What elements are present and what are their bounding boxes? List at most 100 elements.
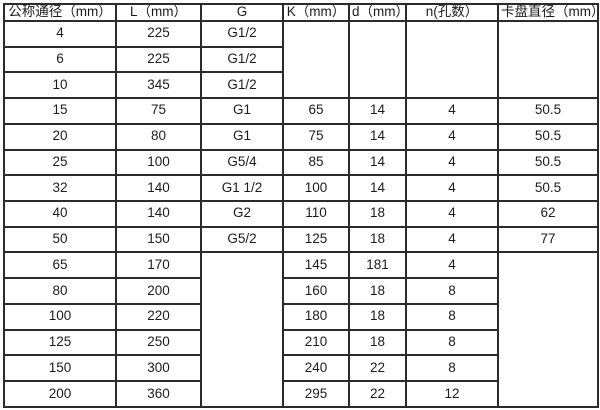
table-cell: 170 (115, 251, 202, 280)
table-cell: 75 (282, 122, 350, 151)
col-header-hole-count-n: n(孔数） (405, 3, 499, 22)
col-header-chuck-diameter: 卡盘直径（mm） (497, 3, 599, 22)
table-cell (497, 251, 599, 408)
table-row: 100 220 180 18 8 (3, 302, 598, 331)
table-cell: 181 (348, 251, 407, 280)
table-cell: G5/4 (200, 148, 284, 177)
table-row: 4 225 G1/2 (3, 19, 599, 100)
table-cell: 40 (3, 199, 117, 228)
table-cell: 50 (3, 225, 117, 254)
table-cell: 18 (348, 328, 407, 357)
table-cell: 210 (282, 328, 350, 357)
table-cell: 160 (282, 277, 350, 305)
table-cell: 10 (3, 71, 117, 100)
table-cell: 85 (282, 148, 350, 177)
table-cell: 110 (282, 199, 350, 228)
table-cell: G1 (200, 97, 284, 125)
table-cell: 8 (405, 277, 499, 305)
table-cell: 100 (282, 174, 350, 202)
table-cell: 75 (115, 97, 202, 125)
table-cell: G1 1/2 (200, 174, 284, 202)
table-row: 50 150 G5/2 125 18 4 77 (3, 225, 599, 254)
table-cell: 220 (115, 302, 202, 331)
table-cell: 360 (115, 380, 202, 408)
table-cell: 140 (115, 174, 202, 202)
table-cell: 65 (3, 251, 117, 280)
table-cell: 80 (3, 277, 117, 305)
table-cell (405, 19, 499, 100)
col-header-d-dimension: d（mm） (348, 3, 407, 22)
table-cell: 225 (115, 45, 202, 74)
table-cell: 12 (405, 380, 499, 408)
table-row: 80 200 160 18 8 (3, 277, 598, 305)
table-cell: 345 (115, 71, 202, 100)
table-cell: 200 (3, 380, 117, 408)
table-cell: 4 (405, 174, 499, 202)
table-cell: 100 (115, 148, 202, 177)
table-cell: G1/2 (200, 45, 284, 74)
col-header-thread-g: G (200, 3, 284, 22)
table-cell (282, 19, 350, 100)
table-row: 65 170 145 181 4 (3, 251, 599, 408)
header-row: 公称通径（mm） L（mm） G K（mm） d（mm） n(孔数） 卡盘直径（mm） (3, 3, 599, 22)
table-cell: 22 (348, 380, 407, 408)
table-cell: 14 (348, 148, 407, 177)
table-cell: G1 (200, 122, 284, 151)
table-cell: 125 (3, 328, 117, 357)
table-cell (200, 251, 284, 408)
table-cell: 240 (282, 354, 350, 383)
table-cell: 50.5 (497, 174, 599, 202)
table-cell: 6 (3, 45, 117, 74)
table-cell: 18 (348, 199, 407, 228)
table-cell: 62 (497, 199, 599, 228)
col-header-nominal-diameter: 公称通径（mm） (3, 3, 117, 22)
table-cell: 18 (348, 225, 407, 254)
table-cell: 50.5 (497, 148, 599, 177)
table-cell: 14 (348, 122, 407, 151)
table-cell: 200 (115, 277, 202, 305)
table-cell: 15 (3, 97, 117, 125)
table-cell: 140 (115, 199, 202, 228)
col-header-length-l: L（mm） (115, 3, 202, 22)
table-row: 10 345 G1/2 (3, 71, 598, 100)
table-body: 4 225 G1/2 6 225 G1/2 10 345 G1/2 15 75 G1 65 14 4 50.5… (3, 19, 599, 408)
table-cell: 150 (115, 225, 202, 254)
table-row: 25 100 G5/4 85 14 4 50.5 (3, 148, 599, 177)
table-cell: 4 (405, 148, 499, 177)
table-cell: G1/2 (200, 19, 284, 48)
table-cell (348, 19, 407, 100)
table-cell: 300 (115, 354, 202, 383)
table-cell: 4 (405, 251, 499, 280)
table-cell: 8 (405, 302, 499, 331)
table-cell: 20 (3, 122, 117, 151)
table-cell: 180 (282, 302, 350, 331)
table-cell: 295 (282, 380, 350, 408)
table-cell: 18 (348, 302, 407, 331)
table-row: 20 80 G1 75 14 4 50.5 (3, 122, 599, 151)
table-cell: 65 (282, 97, 350, 125)
table-cell: 8 (405, 354, 499, 383)
table-row: 6 225 G1/2 (3, 45, 598, 74)
table-row: 125 250 210 18 8 (3, 328, 598, 357)
table-cell (497, 19, 599, 100)
table-cell: 100 (3, 302, 117, 331)
table-cell: 4 (405, 122, 499, 151)
col-header-k-dimension: K（mm） (282, 3, 350, 22)
table-cell: 4 (405, 225, 499, 254)
table-cell: G5/2 (200, 225, 284, 254)
table-cell: 50.5 (497, 97, 599, 125)
table-cell: 145 (282, 251, 350, 280)
table-header: 公称通径（mm） L（mm） G K（mm） d（mm） n(孔数） 卡盘直径（mm） (3, 3, 599, 22)
table-cell: 32 (3, 174, 117, 202)
table-cell: 225 (115, 19, 202, 48)
table-row: 32 140 G1 1/2 100 14 4 50.5 (3, 174, 599, 202)
table-cell: 25 (3, 148, 117, 177)
table-cell: 250 (115, 328, 202, 357)
table-row: 150 300 240 22 8 (3, 354, 598, 383)
table-cell: 150 (3, 354, 117, 383)
table-cell: 8 (405, 328, 499, 357)
table-cell: 18 (348, 277, 407, 305)
table-row: 15 75 G1 65 14 4 50.5 (3, 97, 599, 125)
